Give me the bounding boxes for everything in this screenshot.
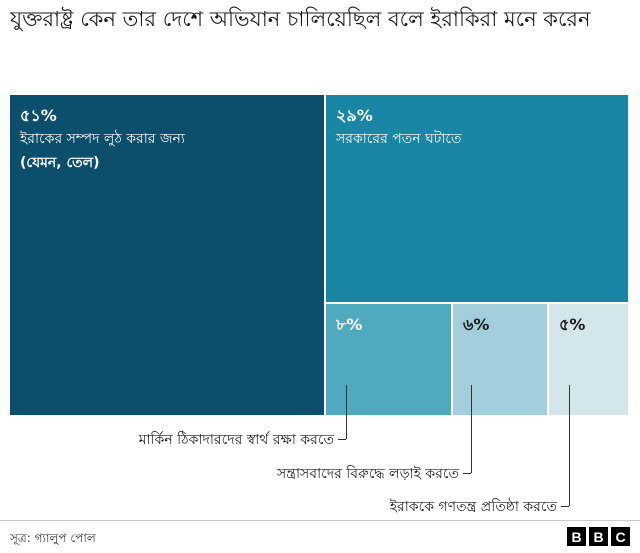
tile-category-label: সরকারের পতন ঘটাতে xyxy=(336,131,462,147)
callout-label: ইরাককে গণতন্ত্র প্রতিষ্ঠা করতে xyxy=(389,499,557,515)
treemap-tile-2: ২৯% সরকারের পতন ঘটাতে xyxy=(326,95,628,302)
callout-line xyxy=(346,385,347,439)
bbc-logo: B B C xyxy=(567,527,630,546)
callout-label: সন্ত্রাসবাদের বিরুদ্ধে লড়াই করতে xyxy=(277,466,459,482)
treemap: ৫১% ইরাকের সম্পদ লুঠ করার জন্য (যেমন, তেল)… xyxy=(10,95,628,415)
callout-tick xyxy=(561,506,569,507)
treemap-tile-5: ৫% xyxy=(549,304,628,415)
callout-tick xyxy=(463,473,471,474)
tile-value-label: ৮% xyxy=(336,315,363,334)
tile-value-label: ২৯% xyxy=(336,106,373,125)
tile-category-label: ইরাকের সম্পদ লুঠ করার জন্য xyxy=(20,131,185,147)
treemap-tile-3: ৮% xyxy=(326,304,451,415)
callout-line xyxy=(569,385,570,506)
callout-tick xyxy=(338,439,346,440)
source-note: সূত্র: গ্যালুপ পোল xyxy=(10,531,96,545)
bbc-logo-letter-1: B xyxy=(567,527,586,546)
tile-value-label: ৫১% xyxy=(20,106,57,125)
treemap-tile-4: ৬% xyxy=(453,304,547,415)
treemap-tile-1: ৫১% ইরাকের সম্পদ লুঠ করার জন্য (যেমন, তেল) xyxy=(10,95,324,415)
footer-divider xyxy=(0,520,640,521)
tile-value-label: ৬% xyxy=(463,315,490,334)
tile-value-label: ৫% xyxy=(559,315,586,334)
chart-title: যুক্তরাষ্ট্র কেন তার দেশে অভিযান চালিয়ে… xyxy=(10,7,591,31)
bbc-logo-letter-3: C xyxy=(611,527,630,546)
callout-label: মার্কিন ঠিকাদারদের স্বার্থ রক্ষা করতে xyxy=(138,432,334,448)
callout-line xyxy=(471,385,472,473)
bbc-logo-letter-2: B xyxy=(589,527,608,546)
tile-category-label-2: (যেমন, তেল) xyxy=(20,155,100,171)
